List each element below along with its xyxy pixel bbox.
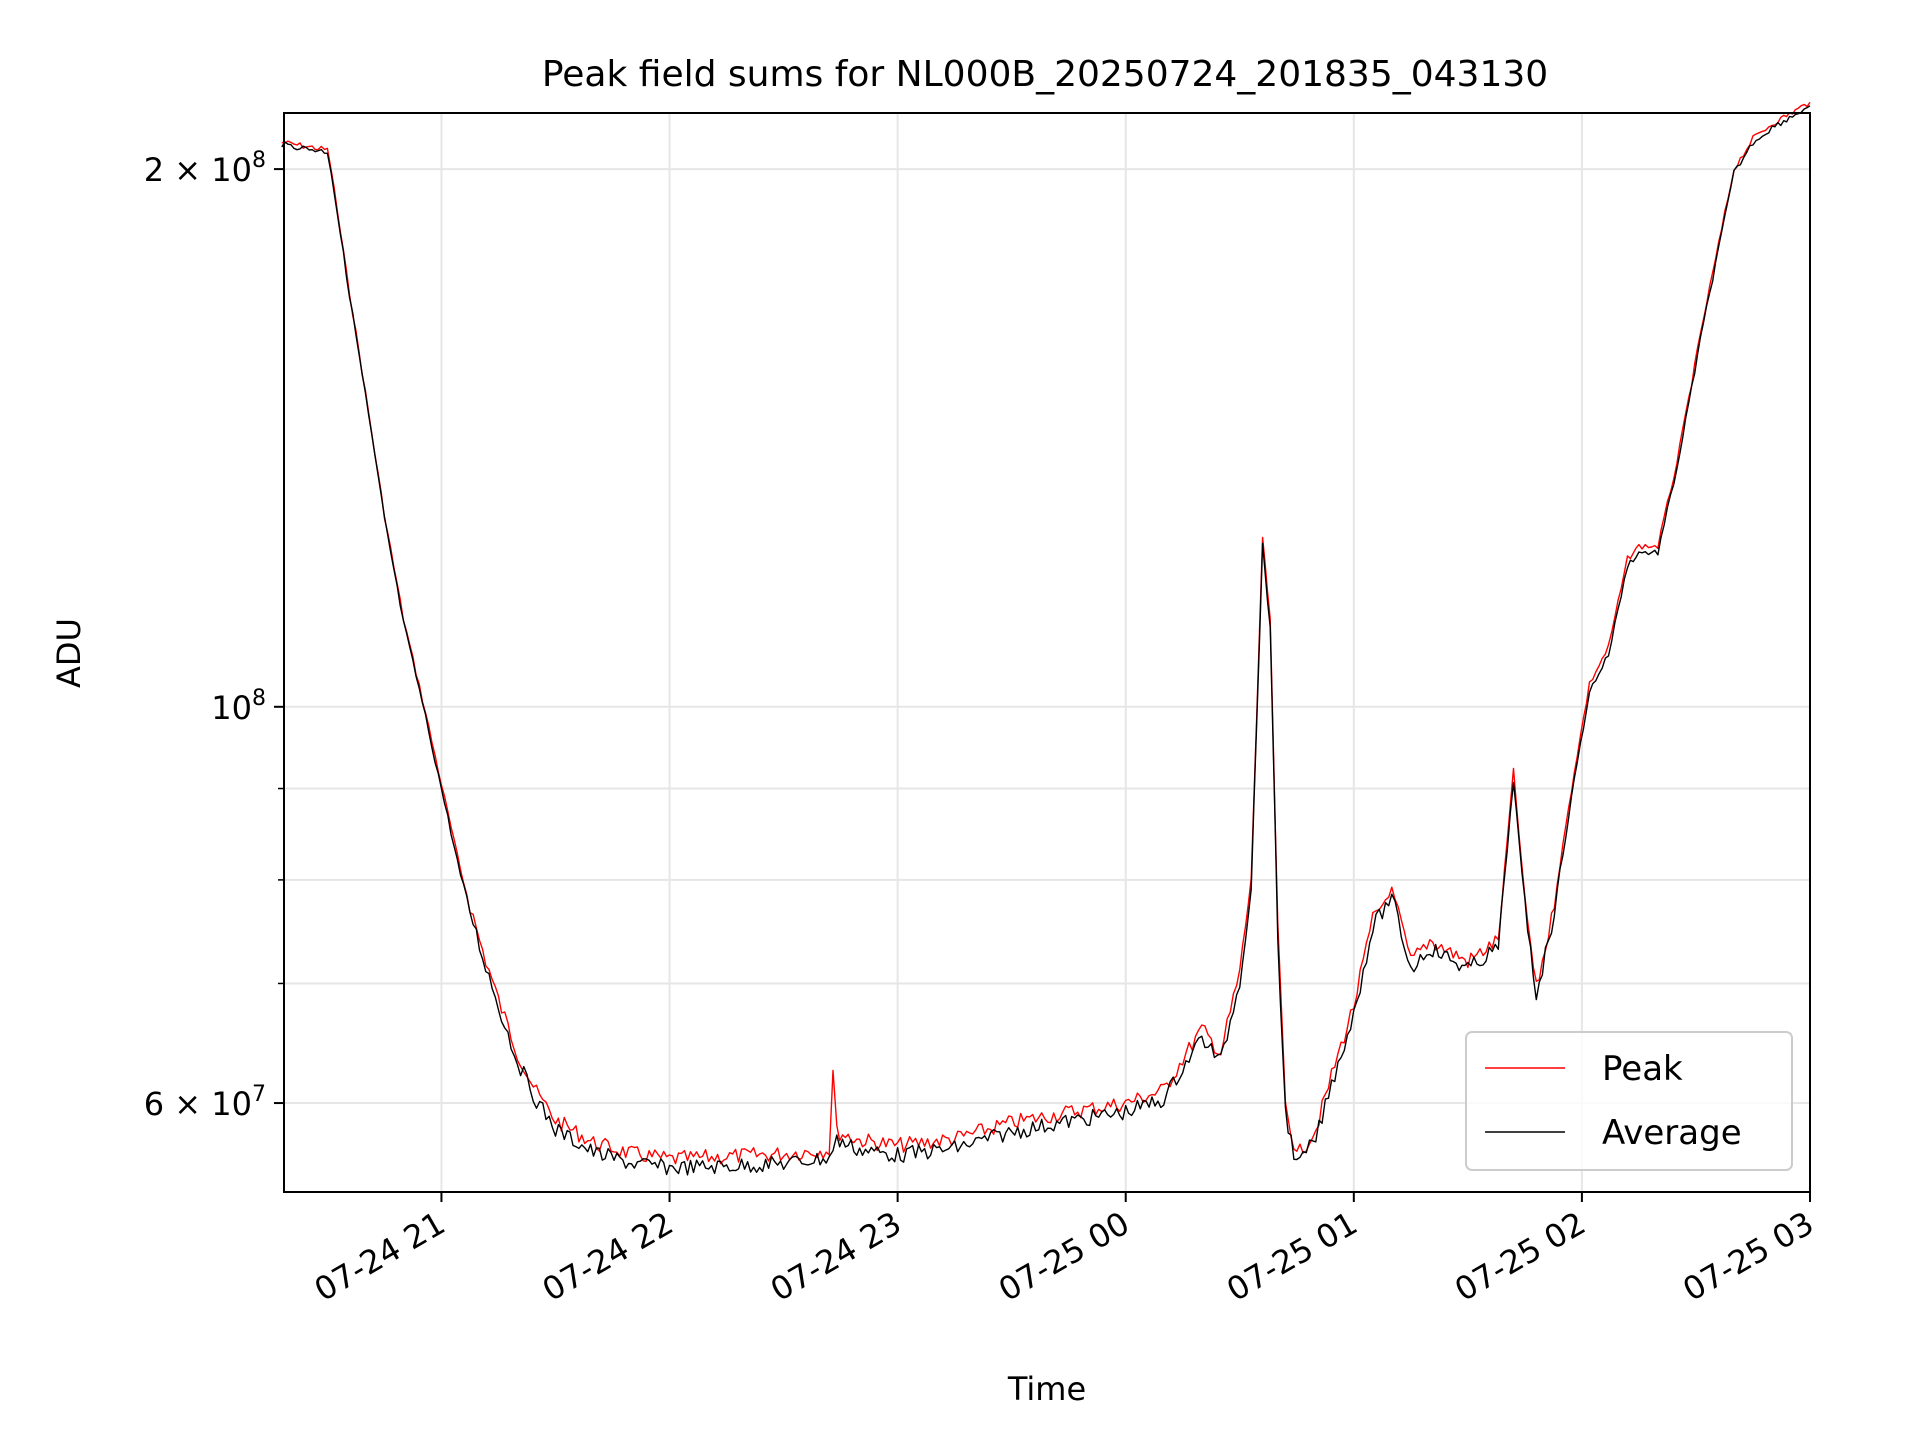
- series-layer: [281, 101, 1811, 1176]
- plot-frame: [283, 112, 1811, 1193]
- series-line-peak: [281, 101, 1811, 1165]
- y-tick-label: 2 × 108: [144, 148, 266, 189]
- y-axis: 108 2 × 108 6 × 107: [144, 148, 284, 1123]
- series-line-average: [281, 105, 1811, 1176]
- y-axis-label: ADU: [50, 618, 88, 688]
- legend-box: [1465, 1031, 1793, 1171]
- y-tick-label: 6 × 107: [144, 1082, 266, 1123]
- legend: Peak Average: [1465, 1031, 1793, 1171]
- legend-label-average: Average: [1602, 1113, 1742, 1153]
- x-axis-label: Time: [1007, 1370, 1086, 1408]
- chart-title: Peak field sums for NL000B_20250724_2018…: [542, 54, 1548, 95]
- y-tick-label: 108: [211, 686, 266, 727]
- legend-label-peak: Peak: [1602, 1049, 1683, 1089]
